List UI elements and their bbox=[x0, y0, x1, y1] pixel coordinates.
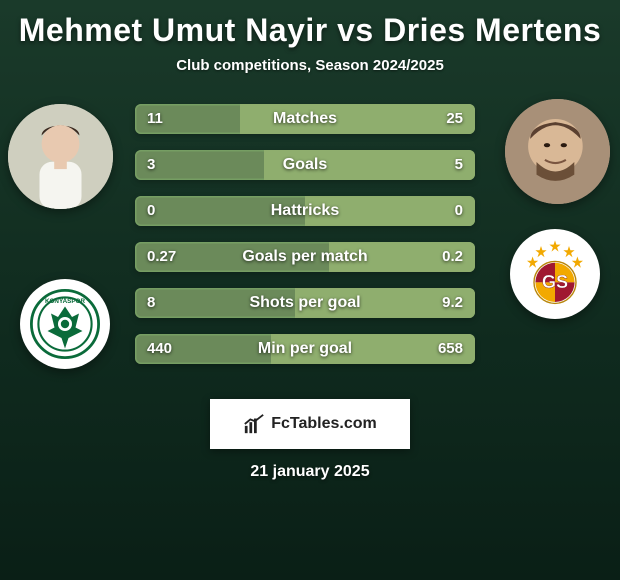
comparison-panel: KONYASPOR GS 11Matches25 3Goals5 0Hattrick… bbox=[0, 104, 620, 384]
stat-bars: 11Matches25 3Goals5 0Hattricks0 0.27Goals p… bbox=[135, 104, 475, 380]
stat-bar: 0Hattricks0 bbox=[135, 196, 475, 226]
stat-label: Matches bbox=[135, 104, 475, 134]
avatar-placeholder-icon bbox=[505, 99, 610, 204]
stat-label: Hattricks bbox=[135, 196, 475, 226]
avatar-placeholder-icon bbox=[8, 104, 113, 209]
stat-value-right: 0 bbox=[455, 196, 463, 226]
stat-bar: 3Goals5 bbox=[135, 150, 475, 180]
page-title: Mehmet Umut Nayir vs Dries Mertens bbox=[0, 0, 620, 49]
stat-bar: 8Shots per goal9.2 bbox=[135, 288, 475, 318]
club-logo-icon: KONYASPOR bbox=[30, 289, 100, 359]
svg-text:GS: GS bbox=[542, 272, 568, 292]
stat-bar: 0.27Goals per match0.2 bbox=[135, 242, 475, 272]
stat-bar: 440Min per goal658 bbox=[135, 334, 475, 364]
player-right-club-badge: GS bbox=[510, 229, 600, 319]
date-label: 21 january 2025 bbox=[0, 463, 620, 481]
subtitle: Club competitions, Season 2024/2025 bbox=[0, 57, 620, 74]
brand-icon bbox=[243, 413, 265, 435]
stat-value-right: 0.2 bbox=[442, 242, 463, 272]
brand-text: FcTables.com bbox=[271, 415, 377, 433]
svg-text:KONYASPOR: KONYASPOR bbox=[45, 298, 85, 305]
stat-value-right: 5 bbox=[455, 150, 463, 180]
stat-label: Shots per goal bbox=[135, 288, 475, 318]
stat-bar: 11Matches25 bbox=[135, 104, 475, 134]
player-right-avatar bbox=[505, 99, 610, 204]
stat-value-right: 9.2 bbox=[442, 288, 463, 318]
stat-value-right: 25 bbox=[446, 104, 463, 134]
stat-label: Min per goal bbox=[135, 334, 475, 364]
club-logo-icon: GS bbox=[520, 239, 590, 309]
player-left-avatar bbox=[8, 104, 113, 209]
stat-label: Goals per match bbox=[135, 242, 475, 272]
brand-badge: FcTables.com bbox=[210, 399, 410, 449]
player-left-club-badge: KONYASPOR bbox=[20, 279, 110, 369]
stat-value-right: 658 bbox=[438, 334, 463, 364]
stat-label: Goals bbox=[135, 150, 475, 180]
